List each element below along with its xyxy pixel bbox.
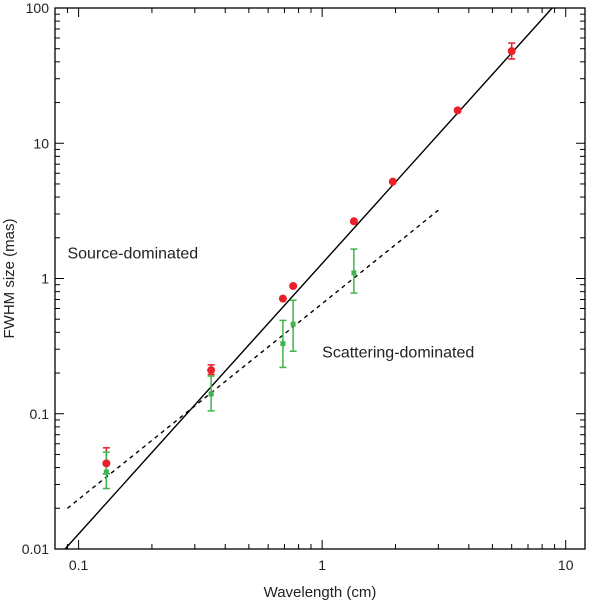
plot-frame — [54, 7, 586, 550]
y-tick-label: 0.1 — [30, 406, 50, 422]
data-point-circle — [388, 177, 397, 186]
data-point-square — [280, 341, 286, 347]
data-points — [102, 47, 516, 475]
annotation-scattering-dominated: Scattering-dominated — [322, 345, 474, 362]
data-point-square — [103, 469, 109, 475]
x-axis-label: Wavelength (cm) — [264, 584, 377, 601]
x-tick-label: 0.1 — [69, 557, 89, 573]
data-point-circle — [289, 282, 298, 291]
data-point-circle — [507, 47, 516, 56]
y-axis-label: FWHM size (mas) — [1, 219, 18, 339]
error-bars — [102, 42, 516, 490]
y-tick-label: 0.01 — [22, 541, 49, 557]
x-tick-label: 1 — [318, 557, 326, 573]
y-tick-label: 10 — [33, 135, 49, 151]
data-point-circle — [453, 106, 462, 115]
data-point-circle — [278, 294, 287, 303]
data-point-circle — [102, 459, 111, 468]
intrinsic-fit-line — [64, 7, 553, 550]
data-point-circle — [349, 217, 358, 226]
y-tick-label: 1 — [41, 271, 49, 287]
data-point-square — [351, 270, 357, 276]
data-point-square — [290, 321, 296, 327]
tick-labels: 0.1 1 10 0.01 0.1 1 10 100 — [22, 0, 574, 573]
data-point-circle — [207, 366, 216, 375]
axis-ticks — [54, 7, 585, 550]
y-tick-label: 100 — [26, 0, 50, 16]
data-point-square — [208, 391, 214, 397]
fit-lines — [64, 7, 553, 550]
annotation-source-dominated: Source-dominated — [67, 246, 198, 263]
x-tick-label: 10 — [558, 557, 574, 573]
